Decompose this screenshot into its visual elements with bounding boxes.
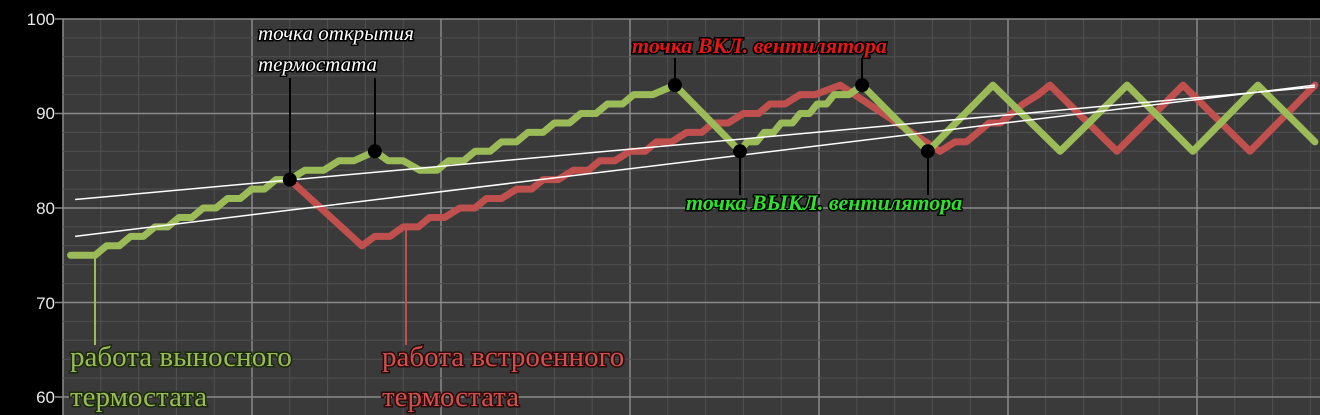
annotation-thermostat-open: термостата (258, 52, 377, 76)
trendlines (75, 84, 1316, 238)
data-marker (282, 172, 297, 187)
markers (282, 78, 935, 187)
y-axis: 60 70 80 90 100 (27, 10, 55, 407)
grid (55, 18, 1320, 415)
data-marker (855, 78, 870, 93)
y-tick-label: 60 (36, 388, 55, 407)
data-marker (667, 78, 682, 93)
annotation-fan-off: точка ВЫКЛ. вентилятора (686, 190, 962, 215)
data-marker (920, 144, 935, 159)
data-marker (732, 144, 747, 159)
annotation-thermostat-open: точка открытия (258, 21, 414, 45)
plot-background (63, 19, 1320, 415)
label-builtin-thermostat: термостата (382, 381, 519, 413)
data-marker (367, 144, 382, 159)
label-remote-thermostat: работа выносного (70, 341, 292, 373)
annotation-fan-on: точка ВКЛ. вентилятора (632, 33, 887, 58)
label-remote-thermostat: термостата (70, 381, 207, 413)
label-builtin-thermostat: работа встроенного (382, 341, 624, 373)
series-line-remote (67, 81, 1319, 259)
trendline (75, 84, 1316, 238)
y-tick-label: 90 (36, 104, 55, 123)
y-tick-label: 80 (36, 199, 55, 218)
y-tick-label: 70 (36, 294, 55, 313)
y-tick-label: 100 (27, 10, 55, 29)
trendline (75, 86, 1316, 201)
